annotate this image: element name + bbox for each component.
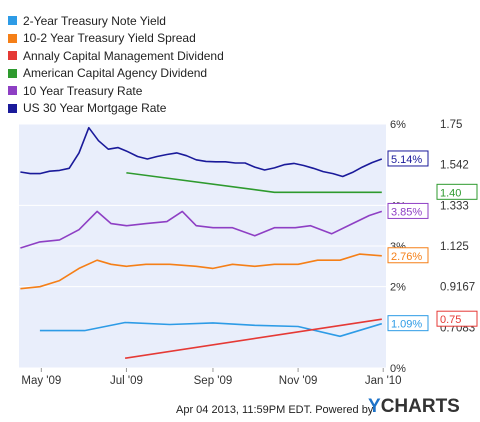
right-tick-label: 0.9167 (440, 282, 475, 294)
grid-lines (19, 123, 386, 369)
left-tick-label: 6% (390, 119, 406, 131)
legend-label: 2-Year Treasury Note Yield (23, 13, 166, 28)
legend-swatch (8, 16, 17, 25)
end-label-box (436, 310, 478, 327)
end-label-box (387, 202, 429, 219)
legend-swatch (8, 68, 17, 78)
legend-item[interactable]: American Capital Agency Dividend (8, 65, 207, 82)
ycharts-logo[interactable]: YCHARTS (368, 396, 460, 418)
x-axis-ticks: May '09 Jul '09 Sep '09 Nov '09 Jan '10 (21, 368, 402, 387)
end-label-box (436, 183, 478, 200)
legend-label: 10 Year Treasury Rate (23, 83, 143, 98)
powered-by-text: Powered by (315, 404, 374, 416)
end-label-box (387, 247, 429, 264)
right-tick-label: 1.125 (440, 241, 469, 253)
end-label-text: 3.85% (391, 206, 422, 218)
legend-swatch (8, 86, 17, 95)
legend-item[interactable]: US 30 Year Mortgage Rate (8, 100, 166, 117)
series-line (124, 318, 382, 359)
end-label-text: 2.76% (391, 251, 422, 263)
series-line (126, 172, 382, 194)
legend-label: 10-2 Year Treasury Yield Spread (23, 31, 196, 45)
legend-item[interactable]: Annaly Capital Management Dividend (8, 47, 224, 64)
right-tick-label: 1.333 (440, 200, 469, 212)
series-line (20, 126, 383, 178)
right-tick-label: 1.542 (440, 160, 469, 172)
legend-item[interactable]: 2-Year Treasury Note Yield (8, 12, 166, 29)
series-lines (20, 126, 383, 359)
x-tick-label: Jan '10 (365, 375, 402, 387)
series-line (39, 321, 383, 338)
legend-swatch (8, 51, 17, 60)
series-end-labels: 5.14% 3.85% 2.76% 1.09% 0.75 1.40 (387, 150, 478, 332)
legend-label: US 30 Year Mortgage Rate (23, 101, 167, 115)
legend-label: Annaly Capital Management Dividend (23, 48, 224, 63)
right-tick-label: 1.75 (440, 119, 462, 131)
legend-label: American Capital Agency Dividend (23, 66, 208, 80)
footer-timestamp: Apr 04 2013, 11:59PM EDT. Powered by (176, 404, 373, 416)
left-tick-label: 2% (390, 282, 406, 294)
x-tick-label: Nov '09 (279, 375, 318, 387)
end-label-box (387, 150, 429, 167)
legend-swatch (8, 103, 17, 113)
left-tick-label: 0% (390, 363, 406, 375)
end-label-text: 0.75 (440, 314, 461, 326)
legend-swatch (8, 33, 17, 43)
x-tick-label: Sep '09 (194, 375, 233, 387)
series-line (20, 210, 383, 249)
legend-item[interactable]: 10 Year Treasury Rate (8, 82, 142, 99)
timestamp-text: Apr 04 2013, 11:59PM EDT. (176, 404, 313, 416)
end-label-box (387, 315, 429, 332)
end-label-text: 1.09% (391, 319, 422, 331)
x-tick-label: Jul '09 (110, 375, 143, 387)
ycharts-logo-y: Y (368, 396, 381, 417)
end-label-text: 5.14% (391, 154, 422, 166)
ycharts-logo-text: CHARTS (380, 396, 460, 417)
series-line (20, 253, 382, 290)
legend-item[interactable]: 10-2 Year Treasury Yield Spread (8, 30, 196, 47)
end-label-text: 1.40 (440, 187, 461, 199)
x-tick-label: May '09 (21, 375, 61, 387)
